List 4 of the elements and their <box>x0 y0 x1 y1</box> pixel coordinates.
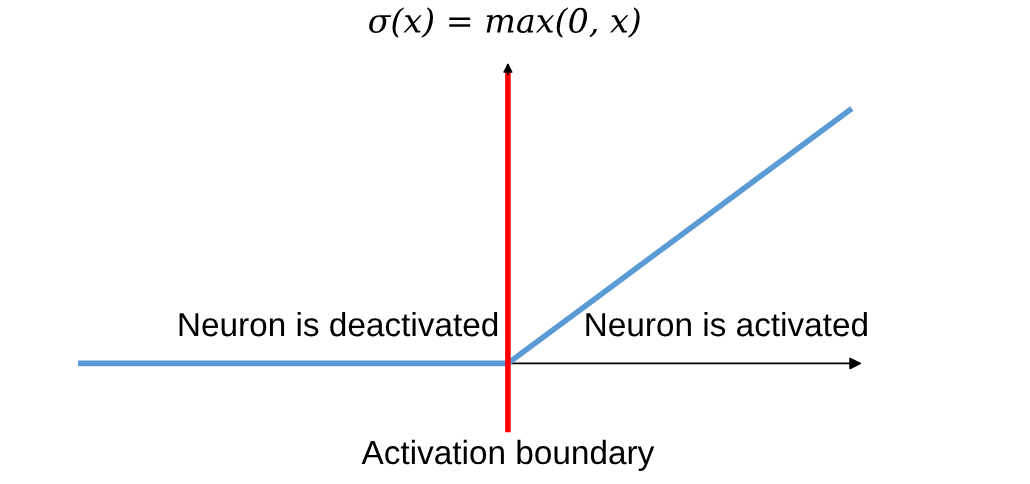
chart-title: σ(x) = max(0, x) <box>369 7 640 38</box>
annotation: Neuron is deactivated <box>179 311 498 337</box>
annotation: Neuron is activated <box>586 311 867 337</box>
text: Activation boundary <box>361 439 655 471</box>
